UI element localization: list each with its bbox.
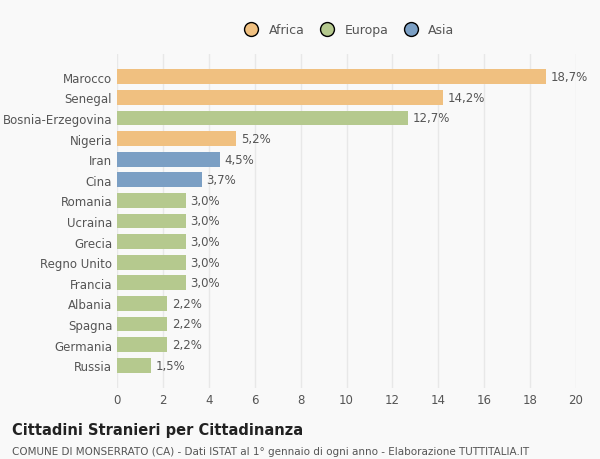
Text: 3,0%: 3,0% [190,277,220,290]
Bar [117,235,186,249]
Bar [117,296,167,311]
Text: 2,2%: 2,2% [172,338,202,351]
Text: 18,7%: 18,7% [551,71,588,84]
Text: 3,0%: 3,0% [190,195,220,207]
Bar [117,337,167,352]
Bar [117,255,186,270]
Text: COMUNE DI MONSERRATO (CA) - Dati ISTAT al 1° gennaio di ogni anno - Elaborazione: COMUNE DI MONSERRATO (CA) - Dati ISTAT a… [12,447,529,456]
Bar [117,194,186,208]
Text: 2,2%: 2,2% [172,297,202,310]
Text: 5,2%: 5,2% [241,133,271,146]
Text: 3,0%: 3,0% [190,215,220,228]
Text: 4,5%: 4,5% [225,153,254,166]
Bar [117,91,443,106]
Bar [117,358,151,373]
Bar [117,132,236,147]
Bar [117,152,220,167]
Text: 2,2%: 2,2% [172,318,202,331]
Text: 12,7%: 12,7% [413,112,451,125]
Text: 3,7%: 3,7% [206,174,236,187]
Bar [117,317,167,331]
Legend: Africa, Europa, Asia: Africa, Europa, Asia [236,22,457,39]
Text: 3,0%: 3,0% [190,256,220,269]
Bar [117,112,409,126]
Text: 1,5%: 1,5% [156,359,186,372]
Text: 3,0%: 3,0% [190,235,220,248]
Bar [117,276,186,291]
Bar [117,214,186,229]
Text: 14,2%: 14,2% [448,92,485,105]
Bar [117,70,546,85]
Text: Cittadini Stranieri per Cittadinanza: Cittadini Stranieri per Cittadinanza [12,422,303,437]
Bar [117,173,202,188]
